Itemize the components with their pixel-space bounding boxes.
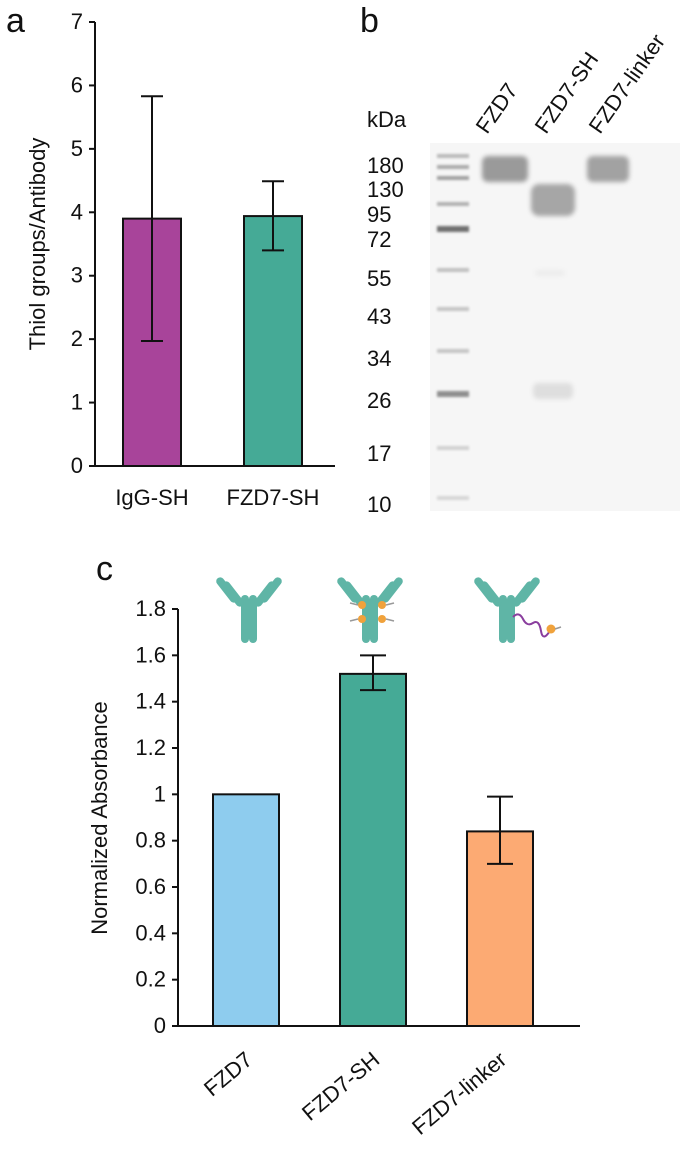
chart-c-y-tick-label: 1.2 [135,735,166,760]
gel-marker-label: 26 [367,388,391,413]
chart-a-y-tick-label: 1 [71,390,83,415]
gel-marker-label: 10 [367,492,391,517]
chart-c-y-tick-label: 1 [154,781,166,806]
chart-c-x-category-label: FZD7-SH [297,1047,384,1126]
gel-marker-label: 34 [367,346,391,371]
chart-a-y-axis-label: Thiol groups/Antibody [25,138,50,351]
payload-icon [546,624,556,634]
chart-a-plot: Thiol groups/Antibody 0 1 2 3 4 5 6 7 IgG-SH FZD7… [25,9,335,510]
gel-marker-label: 180 [367,153,404,178]
chart-a-y-tick-label: 0 [71,453,83,478]
chart-c-y-axis-label: Normalized Absorbance [87,701,112,935]
gel-marker-label: 17 [367,441,391,466]
chart-a-x-category-label: IgG-SH [115,485,188,510]
chart-c-y-tick-label: 1.6 [135,642,166,667]
band-fzd7 [482,156,528,182]
gel-lane-label: FZD7-linker [584,29,670,137]
gel-marker-label: 72 [367,227,391,252]
panel-label-c: c [96,550,113,588]
chart-a-y-tick-label: 2 [71,326,83,351]
chart-c-y-tick-label: 0 [154,1013,166,1038]
chart-c-y-tick-label: 0.4 [135,920,166,945]
chart-a-bar [243,215,303,467]
chart-a-x-category-label: FZD7-SH [227,485,320,510]
chart-c-y-tick-label: 1.8 [135,596,166,621]
chart-c-bar [339,672,407,1027]
chart-c-y-tick-label: 0.8 [135,828,166,853]
chart-c-y-tick-label: 0.2 [135,967,166,992]
chart-a-y-tick-label: 5 [71,136,83,161]
panel-label-a: a [6,2,25,40]
band-fzd7-sh [531,184,575,216]
chart-a-y-tick-label: 3 [71,263,83,288]
antibody-icon-fzd7-linker [474,577,562,643]
chart-a-y-tick-label: 7 [71,9,83,34]
gel-sample-bands [482,156,629,399]
thiol-payload-icons [349,601,395,623]
gel-marker-label: 95 [367,202,391,227]
chart-a-y-tick-label: 4 [71,199,83,224]
antibody-icon-fzd7-sh [337,577,403,643]
band-fzd7-linker [587,156,629,182]
chart-c-y-tick-label: 0.6 [135,874,166,899]
gel-ladder [437,154,469,500]
gel-marker-label: 43 [367,304,391,329]
chart-a-y-tick-label: 6 [71,72,83,97]
chart-c-x-category-label: FZD7 [199,1047,257,1102]
gel-marker-label: 130 [367,177,404,202]
band-fzd7-sh-faint [535,270,565,276]
panel-label-b: b [360,2,379,40]
chart-c-y-tick-label: 1.4 [135,689,166,714]
chart-c-bar [212,793,280,1027]
chart-c-plot: Normalized Absorbance 0 0.2 0.4 0.6 0.8 1 1.2 1… [87,596,580,1140]
gel-marker-label: 55 [367,266,391,291]
chart-c-x-category-label: FZD7-linker [407,1047,511,1140]
antibody-icon-fzd7 [216,577,282,643]
gel-lane-label: FZD7 [471,78,523,137]
linker-icon [512,613,552,638]
gel-unit-label: kDa [367,107,407,132]
band-fzd7-sh-light [533,383,573,399]
